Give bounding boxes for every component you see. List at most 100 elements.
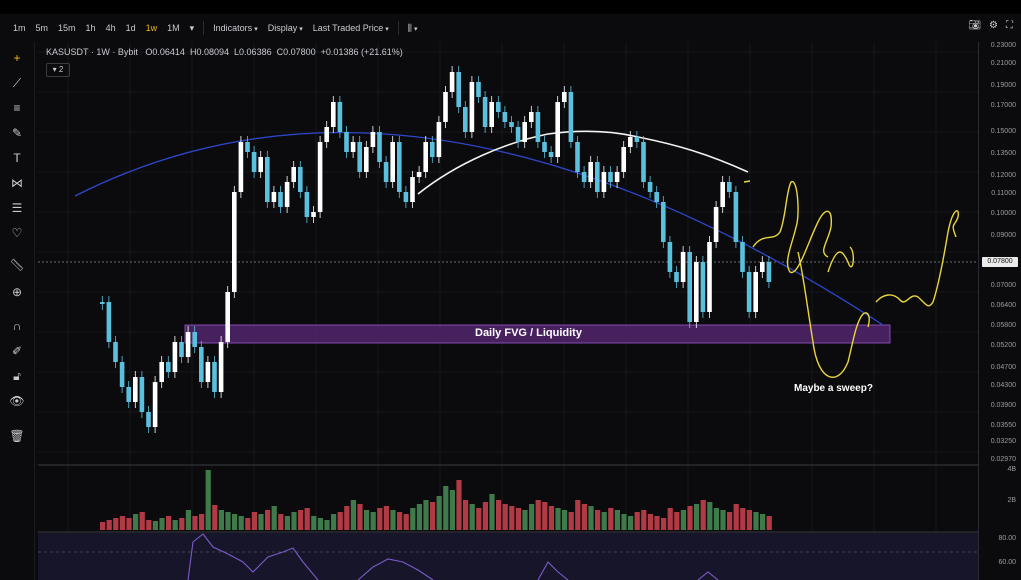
- timeframe-1M[interactable]: 1M: [167, 23, 180, 33]
- volume-bar: [766, 516, 772, 530]
- heart-icon[interactable]: ♡: [11, 226, 23, 240]
- candle: [568, 92, 574, 142]
- volume-bar: [357, 504, 363, 530]
- chart-grid: [38, 42, 978, 580]
- fib-icon[interactable]: ☰: [11, 201, 23, 215]
- volume-bars: [100, 470, 772, 530]
- volume-bar: [476, 508, 482, 530]
- volume-bar: [482, 502, 488, 530]
- fullscreen-icon[interactable]: ⛶: [1006, 20, 1013, 31]
- price-scale-label: 0.02970: [990, 456, 1016, 463]
- current-price-badge: 0.07800: [982, 257, 1018, 267]
- candle: [291, 167, 296, 182]
- price-scale-label: 0.06400: [990, 302, 1016, 309]
- volume-bar: [278, 514, 284, 530]
- timeframe-1m[interactable]: 1m: [13, 23, 26, 33]
- price-scale-label: 0.10000: [990, 210, 1016, 217]
- timeframe-4h[interactable]: 4h: [105, 23, 116, 33]
- candle: [430, 142, 435, 157]
- pattern-icon[interactable]: ⋈: [11, 176, 23, 190]
- timeframe-5m[interactable]: 5m: [35, 23, 49, 33]
- volume-bar: [548, 506, 554, 530]
- volume-bar: [311, 516, 317, 530]
- timeframe-1w[interactable]: 1w: [145, 23, 158, 33]
- trendline-icon[interactable]: ⟋: [12, 76, 22, 90]
- layer-badge[interactable]: ▾ 2: [46, 63, 70, 77]
- magnet-icon[interactable]: ∩: [12, 319, 22, 333]
- volume-bar: [166, 516, 172, 530]
- volume-bar: [463, 500, 469, 530]
- candle: [766, 262, 772, 282]
- camera-icon[interactable]: 📷︎: [968, 20, 982, 31]
- volume-bar: [271, 506, 277, 530]
- gear-icon[interactable]: ⚙: [989, 20, 998, 31]
- candle: [575, 142, 580, 172]
- candle: [608, 172, 613, 182]
- candle: [146, 412, 151, 427]
- timeframe-dropdown-icon[interactable]: ▾: [189, 22, 195, 33]
- timeframe-1h[interactable]: 1h: [85, 23, 96, 33]
- candle: [628, 137, 633, 147]
- price-scale-label: 0.15000: [990, 128, 1016, 135]
- symbol-exchange: Bybit: [117, 47, 138, 57]
- horizontal-lines-icon[interactable]: ≡: [13, 101, 21, 115]
- crosshair-icon[interactable]: +: [13, 51, 21, 65]
- eye-icon[interactable]: 👁︎: [9, 394, 25, 408]
- candle: [700, 262, 706, 312]
- trash-icon[interactable]: 🗑︎: [9, 429, 25, 443]
- price-scale-label: 0.04300: [990, 382, 1016, 389]
- candle: [740, 242, 745, 272]
- volume-bar: [100, 522, 106, 530]
- text-icon[interactable]: T: [13, 151, 21, 165]
- price-scale-label: 0.23000: [990, 42, 1016, 49]
- timeframe-15m[interactable]: 15m: [58, 23, 76, 33]
- candle: [383, 162, 389, 182]
- lock-icon[interactable]: 🔓︎: [13, 369, 21, 383]
- candle: [601, 172, 607, 192]
- volume-bar: [661, 518, 667, 530]
- volume-bar: [410, 508, 416, 530]
- price-type-button[interactable]: Last Traded Price ▾: [312, 23, 389, 33]
- volume-bar: [515, 508, 521, 530]
- volume-bar: [727, 512, 733, 530]
- volume-bar: [641, 510, 647, 530]
- candle: [522, 122, 527, 142]
- candle: [707, 242, 712, 312]
- timeframe-1d[interactable]: 1d: [125, 23, 136, 33]
- price-chart[interactable]: [38, 42, 978, 580]
- candle: [357, 142, 362, 172]
- volume-bar: [575, 500, 581, 530]
- volume-bar: [430, 502, 436, 530]
- price-scale[interactable]: 0.23000 0.21000 0.19000 0.17000 0.15000 0.135…: [978, 42, 1021, 580]
- indicators-button[interactable]: Indicators ▾: [213, 23, 258, 33]
- volume-bar: [205, 470, 211, 530]
- volume-bar: [436, 496, 442, 530]
- candle: [661, 202, 666, 242]
- drawing-path-1: [752, 181, 833, 273]
- candle: [753, 272, 758, 312]
- candle: [166, 362, 171, 372]
- fvg-label: Daily FVG / Liquidity: [475, 327, 582, 339]
- volume-bar: [700, 500, 706, 530]
- drawing-toolbar: + ⟋ ≡ ✎ T ⋈ ☰ ♡ 📏︎ ⊕ ∩ ✐ 🔓︎ 👁︎ 🗑︎: [0, 42, 35, 580]
- lock-draw-icon[interactable]: ✐: [11, 344, 23, 358]
- candles: [100, 66, 772, 433]
- price-scale-label: 0.21000: [990, 60, 1016, 67]
- candle: [133, 377, 138, 402]
- candle: [496, 102, 501, 112]
- zoom-icon[interactable]: ⊕: [11, 285, 23, 299]
- candle-type-icon[interactable]: ⫼ ▾: [407, 22, 418, 33]
- candle: [350, 142, 356, 152]
- volume-bar: [232, 514, 238, 530]
- brush-icon[interactable]: ✎: [11, 126, 23, 140]
- display-button[interactable]: Display ▾: [267, 23, 303, 33]
- volume-bar: [390, 510, 396, 530]
- ruler-icon[interactable]: 📏︎: [9, 258, 25, 272]
- volume-bar: [654, 516, 660, 530]
- candle: [489, 102, 494, 127]
- volume-bar: [680, 510, 686, 530]
- volume-bar: [595, 510, 601, 530]
- candle: [119, 362, 125, 387]
- volume-bar: [647, 514, 653, 530]
- candle: [344, 132, 349, 152]
